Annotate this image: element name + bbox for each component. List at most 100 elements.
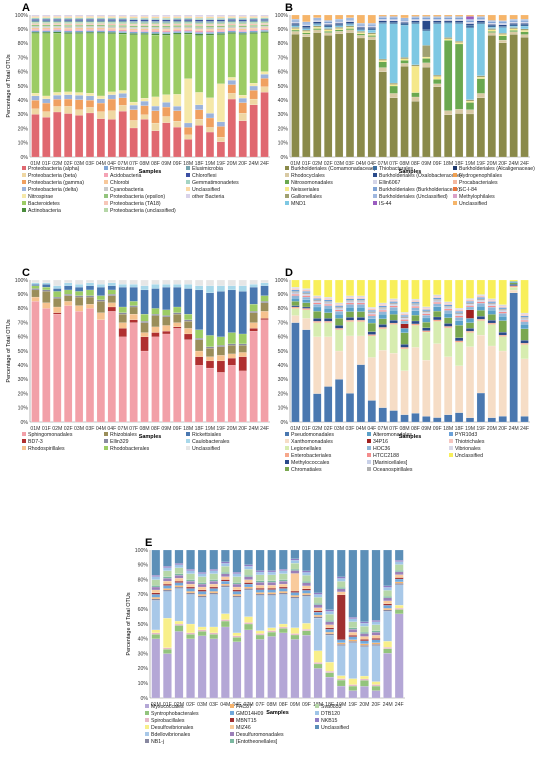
bar-segment bbox=[260, 30, 269, 32]
bar-segment bbox=[129, 27, 138, 29]
bar-segment bbox=[509, 31, 518, 35]
legend-label: SC-I-84 bbox=[459, 187, 477, 193]
bar-segment bbox=[498, 14, 507, 21]
bar-segment bbox=[422, 56, 431, 59]
bar-segment bbox=[367, 279, 376, 308]
x-tick-label: 19M bbox=[465, 161, 475, 167]
legend-label: Caulobacterales bbox=[192, 439, 230, 445]
legend-label: Alteromonadales bbox=[373, 432, 412, 438]
bar-segment bbox=[129, 17, 138, 20]
bar-segment bbox=[383, 608, 392, 610]
bar-segment bbox=[411, 347, 420, 414]
bar-segment bbox=[53, 111, 62, 158]
bar-segment bbox=[151, 575, 161, 577]
bar-segment bbox=[209, 579, 218, 582]
bar-segment bbox=[487, 32, 496, 36]
bar-segment bbox=[31, 22, 40, 24]
x-tick-label: 24M bbox=[249, 161, 259, 167]
bar-segment bbox=[411, 23, 420, 65]
x-tick-label: 20M bbox=[227, 426, 237, 432]
x-tick-label: 01M bbox=[30, 161, 40, 167]
bar-segment bbox=[163, 588, 172, 591]
bar-segment bbox=[520, 343, 529, 345]
bar-segment bbox=[509, 26, 518, 28]
legend-swatch bbox=[22, 194, 26, 198]
bar-segment bbox=[313, 299, 322, 302]
bar-segment bbox=[313, 304, 322, 308]
bar-segment bbox=[260, 301, 269, 303]
bar-segment bbox=[232, 549, 242, 573]
bar-segment bbox=[267, 549, 276, 571]
bar-segment bbox=[411, 66, 420, 93]
bar-segment bbox=[174, 588, 184, 622]
bar-segment bbox=[389, 16, 398, 19]
bar-segment bbox=[383, 611, 392, 642]
bar-segment bbox=[465, 302, 475, 305]
bar-segment bbox=[96, 22, 105, 24]
bar-segment bbox=[345, 32, 355, 158]
bar-segment bbox=[129, 279, 138, 285]
bar-segment bbox=[279, 591, 288, 593]
bar-segment bbox=[205, 335, 215, 347]
bar-segment bbox=[302, 292, 311, 295]
bar-segment bbox=[360, 549, 369, 622]
bar-segment bbox=[64, 20, 73, 23]
bar-segment bbox=[302, 629, 311, 631]
legend-swatch bbox=[104, 166, 108, 170]
bar-segment bbox=[64, 33, 73, 92]
bar-segment bbox=[184, 284, 193, 289]
bar-segment bbox=[195, 22, 204, 25]
bar-segment bbox=[85, 112, 95, 158]
bar-segment bbox=[335, 21, 344, 24]
bar-segment bbox=[75, 30, 84, 33]
bar-segment bbox=[151, 585, 161, 588]
bar-segment bbox=[85, 100, 95, 108]
bar-segment bbox=[244, 588, 253, 591]
bar-segment bbox=[371, 684, 381, 687]
bar-segment bbox=[162, 35, 171, 95]
legend-swatch bbox=[186, 432, 190, 436]
bar-segment bbox=[238, 352, 247, 357]
bar-segment bbox=[279, 573, 288, 580]
bar-segment bbox=[476, 78, 485, 94]
bar-segment bbox=[244, 629, 253, 699]
bar-segment bbox=[465, 23, 475, 26]
legend-label: Ellin329 bbox=[110, 439, 129, 445]
y-tick-label: 10% bbox=[18, 141, 29, 147]
bar-segment bbox=[186, 632, 195, 635]
y-tick-label: 60% bbox=[18, 70, 29, 76]
bar-segment bbox=[465, 309, 475, 319]
bar-segment bbox=[238, 94, 247, 99]
bar-segment bbox=[279, 581, 288, 585]
bar-segment bbox=[31, 284, 40, 286]
bar-segment bbox=[173, 287, 182, 308]
bar-segment bbox=[244, 589, 253, 617]
bar-segment bbox=[520, 279, 529, 314]
bar-segment bbox=[173, 322, 182, 327]
bar-segment bbox=[184, 333, 193, 340]
bar-segment bbox=[455, 14, 464, 17]
bar-segment bbox=[244, 582, 253, 585]
bar-segment bbox=[64, 106, 73, 114]
bar-segment bbox=[267, 571, 276, 575]
bar-segment bbox=[345, 29, 355, 33]
bar-segment bbox=[221, 572, 230, 574]
bar-segment bbox=[96, 295, 105, 300]
bar-segment bbox=[140, 30, 149, 32]
bar-segment bbox=[162, 331, 171, 335]
bar-segment bbox=[422, 416, 431, 423]
bar-segment bbox=[197, 572, 207, 574]
bar-segment bbox=[42, 20, 51, 23]
bar-segment bbox=[465, 305, 475, 308]
bar-segment bbox=[151, 600, 161, 630]
bar-segment bbox=[465, 322, 475, 329]
bar-segment bbox=[96, 24, 105, 27]
bar-segment bbox=[186, 586, 195, 589]
bar-segment bbox=[324, 304, 333, 306]
bar-segment bbox=[345, 301, 355, 304]
bar-segment bbox=[31, 30, 40, 33]
legend-label: Burkholderiales (Alcaligenaceae) bbox=[459, 166, 535, 172]
bar-segment bbox=[53, 28, 62, 31]
legend-label: Unclassified bbox=[455, 453, 483, 459]
bar-segment bbox=[174, 581, 184, 583]
